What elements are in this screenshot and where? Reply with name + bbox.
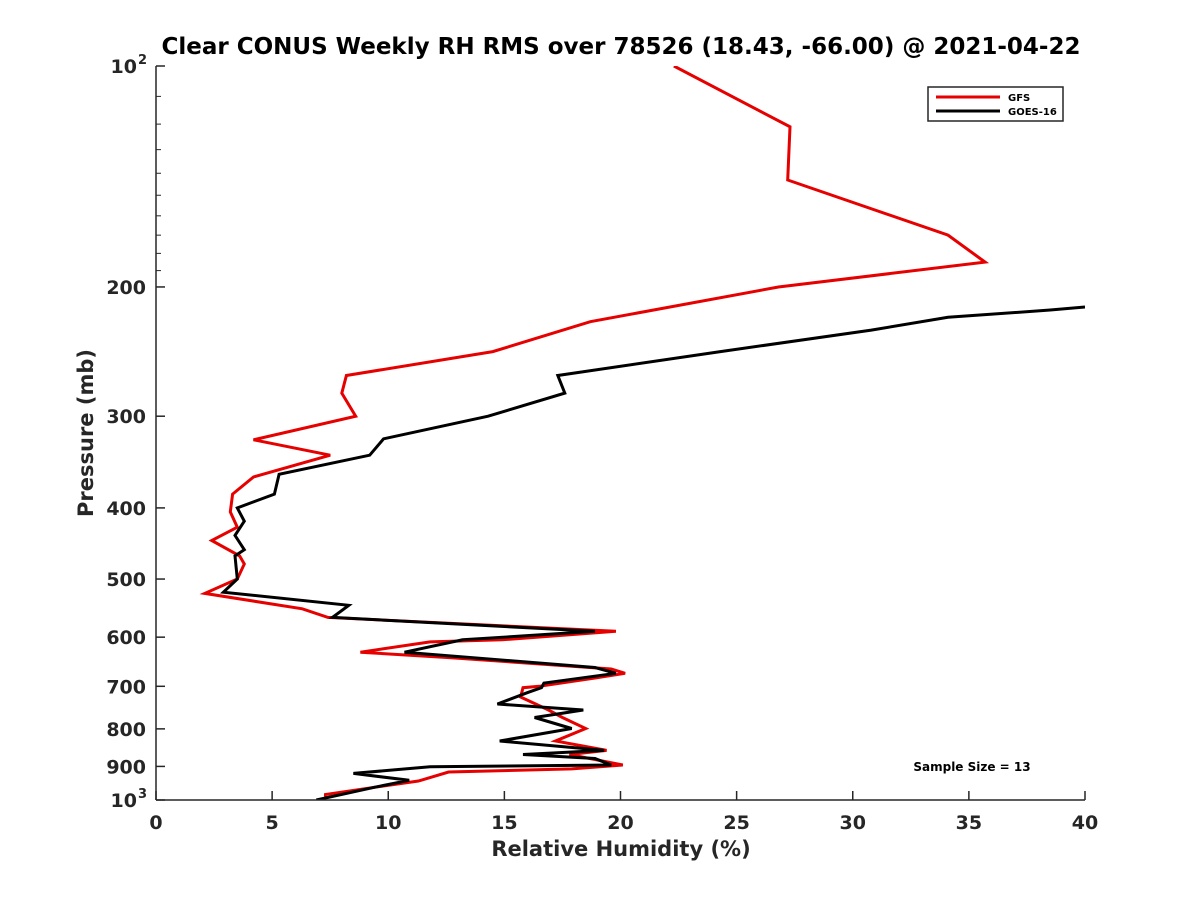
x-axis-label: Relative Humidity (%) bbox=[491, 837, 750, 861]
y-tick-label: 900 bbox=[106, 756, 146, 778]
x-tick-label: 5 bbox=[266, 812, 279, 834]
y-tick-label: 10 bbox=[111, 790, 137, 812]
y-tick-label-exponent: 2 bbox=[138, 53, 147, 68]
y-tick-label: 700 bbox=[106, 676, 146, 698]
x-tick-label: 20 bbox=[607, 812, 633, 834]
y-tick-label: 600 bbox=[106, 627, 146, 649]
legend-box bbox=[927, 86, 1064, 122]
x-tick-label: 25 bbox=[723, 812, 749, 834]
series-line-gfs bbox=[199, 66, 990, 797]
chart-title: Clear CONUS Weekly RH RMS over 78526 (18… bbox=[162, 34, 1081, 60]
legend-entry-label: GFS bbox=[1008, 93, 1030, 104]
y-axis-label: Pressure (mb) bbox=[74, 349, 98, 517]
chart-legend: GFS GOES-16 bbox=[927, 86, 1064, 122]
x-tick-label: 15 bbox=[491, 812, 517, 834]
x-tick-label: 10 bbox=[375, 812, 401, 834]
series-line-goes-16 bbox=[220, 305, 1085, 800]
y-tick-label: 200 bbox=[106, 277, 146, 299]
y-tick-label: 500 bbox=[106, 569, 146, 591]
sample-size-annotation: Sample Size = 13 bbox=[913, 760, 1030, 774]
y-tick-label: 800 bbox=[106, 719, 146, 741]
x-tick-label: 35 bbox=[956, 812, 982, 834]
x-tick-label: 0 bbox=[149, 812, 162, 834]
x-tick-label: 40 bbox=[1072, 812, 1098, 834]
y-tick-label-exponent: 3 bbox=[138, 787, 147, 802]
legend-entry-label: GOES-16 bbox=[1008, 107, 1057, 118]
y-tick-label: 400 bbox=[106, 498, 146, 520]
y-tick-label: 300 bbox=[106, 406, 146, 428]
x-tick-label: 30 bbox=[840, 812, 866, 834]
y-tick-label: 10 bbox=[111, 56, 137, 78]
